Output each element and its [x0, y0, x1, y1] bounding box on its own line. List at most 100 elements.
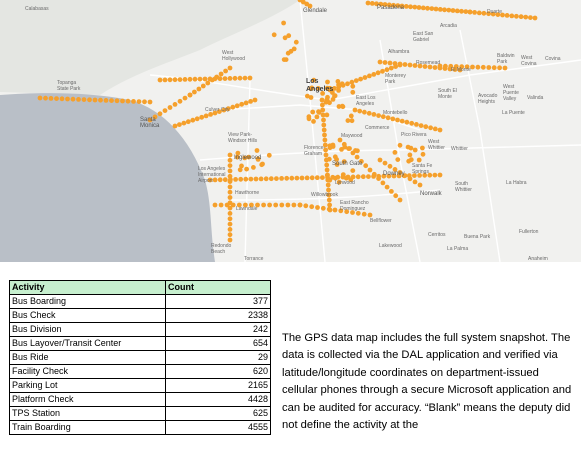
gps-point: [476, 10, 482, 16]
gps-point: [395, 157, 401, 163]
gps-point: [387, 163, 393, 169]
gps-point: [207, 177, 213, 183]
gps-point: [315, 86, 321, 91]
gps-point: [320, 175, 325, 181]
gps-point: [336, 179, 342, 185]
gps-point: [416, 157, 422, 163]
gps-point: [427, 64, 433, 70]
gps-point: [142, 99, 147, 105]
gps-point: [388, 65, 394, 71]
gps-point: [187, 76, 193, 82]
place-rancho: East Rancho Dominguez: [340, 200, 369, 212]
gps-point: [332, 175, 338, 181]
gps-point: [420, 5, 426, 11]
gps-point: [518, 14, 524, 20]
gps-point: [322, 132, 327, 138]
gps-point: [235, 150, 241, 156]
gps-point: [341, 159, 347, 165]
gps-point: [395, 117, 400, 123]
gps-point: [509, 13, 515, 19]
place-bellflower: Bellflower: [370, 218, 392, 224]
gps-point: [371, 72, 377, 77]
gps-point: [332, 93, 338, 99]
gps-point: [470, 64, 475, 70]
gps-point: [363, 163, 369, 169]
count-cell: 29: [165, 350, 271, 365]
gps-point: [162, 108, 168, 113]
gps-point: [386, 2, 392, 8]
gps-point: [197, 76, 203, 82]
gps-point: [386, 173, 392, 179]
gps-point: [450, 8, 456, 13]
gps-point: [324, 162, 330, 168]
gps-point: [279, 202, 285, 208]
gps-point: [443, 63, 448, 69]
gps-point: [348, 113, 354, 119]
gps-point: [391, 2, 396, 8]
map-canvas: [0, 0, 581, 262]
gps-point: [187, 92, 193, 98]
gps-point: [350, 168, 356, 174]
gps-point: [389, 189, 394, 194]
gps-point: [322, 137, 328, 143]
gps-point: [279, 176, 284, 181]
gps-point: [453, 64, 459, 69]
gps-activity-map[interactable]: Calabasas Glendale Pasadena Duarte Arcad…: [0, 0, 581, 262]
gps-point: [403, 4, 409, 9]
gps-point: [203, 113, 209, 119]
gps-point: [311, 77, 317, 83]
gps-point: [217, 76, 223, 82]
gps-point: [336, 88, 341, 93]
gps-point: [246, 154, 252, 160]
place-avocado: Avocado Heights: [478, 93, 498, 105]
gps-point: [325, 94, 330, 100]
gps-point: [459, 8, 464, 14]
gps-point: [307, 3, 313, 9]
gps-point: [255, 157, 261, 162]
gps-point: [412, 63, 418, 68]
gps-point: [185, 119, 191, 125]
gps-point: [54, 96, 59, 101]
gps-point: [306, 116, 312, 122]
gps-point: [327, 87, 333, 93]
gps-point: [326, 156, 332, 162]
gps-point: [500, 12, 505, 18]
gps-point: [167, 77, 173, 83]
gps-point: [232, 75, 238, 81]
gps-point: [221, 107, 227, 113]
gps-point: [131, 99, 136, 104]
gps-point: [399, 118, 405, 124]
gps-point: [381, 173, 387, 179]
gps-point: [429, 6, 435, 11]
place-maywood: Maywood: [341, 133, 363, 139]
gps-point: [196, 86, 202, 92]
gps-point: [182, 77, 188, 82]
gps-point: [147, 99, 153, 105]
gps-point: [285, 202, 291, 208]
table-row: Bus Division 242: [9, 322, 271, 337]
gps-point: [481, 10, 487, 16]
gps-point: [266, 152, 272, 158]
gps-point: [172, 123, 178, 129]
gps-point: [322, 142, 328, 148]
gps-point: [227, 195, 233, 200]
gps-point: [320, 91, 325, 96]
gps-point: [391, 173, 397, 179]
gps-point: [367, 73, 372, 79]
table-row: Bus Ride 29: [9, 350, 271, 365]
gps-point: [222, 177, 228, 183]
place-west-whittier: West Whittier: [428, 139, 445, 151]
gps-point: [371, 112, 377, 117]
gps-point: [320, 205, 326, 211]
gps-point: [448, 63, 454, 69]
gps-point: [294, 175, 300, 181]
gps-point: [320, 112, 326, 118]
gps-point: [397, 197, 403, 203]
gps-point: [223, 68, 229, 74]
gps-point: [375, 70, 381, 76]
gps-point: [374, 1, 379, 7]
gps-point: [377, 59, 383, 65]
gps-point: [327, 145, 333, 151]
gps-point: [227, 221, 233, 227]
place-anaheim: Anaheim: [528, 256, 548, 262]
